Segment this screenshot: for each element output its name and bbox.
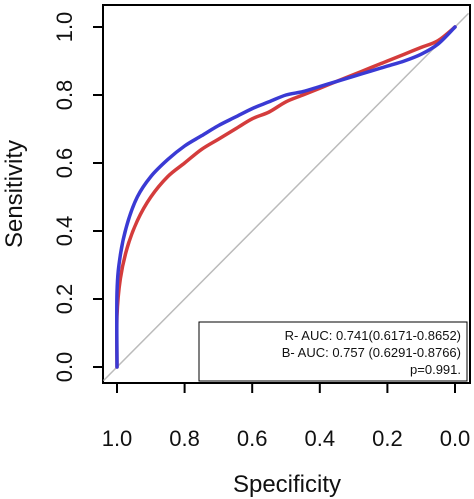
legend: R- AUC: 0.741(0.6171-0.8652) B- AUC: 0.7…: [198, 321, 468, 382]
plot-frame: [102, 4, 471, 384]
y-tick-label: 0.8: [52, 80, 77, 111]
x-tick-label: 0.4: [305, 426, 336, 451]
y-axis: 0.0 0.2 0.4 0.6 0.8 1.0: [52, 12, 103, 383]
x-tick-label: 1.0: [102, 426, 133, 451]
x-tick-label: 0.8: [169, 426, 200, 451]
x-tick-label: 0.0: [440, 426, 471, 451]
series-line-r: [115, 25, 457, 369]
legend-p-value: p=0.991.: [410, 362, 461, 377]
legend-entry-r: R- AUC: 0.741(0.6171-0.8652): [285, 328, 461, 343]
series-line-b: [114, 25, 457, 369]
y-tick-label: 0.2: [52, 284, 77, 315]
x-tick-label: 0.6: [237, 426, 268, 451]
x-axis-label: Specificity: [233, 471, 341, 498]
y-tick-label: 1.0: [52, 12, 77, 43]
legend-entry-b: B- AUC: 0.757 (0.6291-0.8766): [282, 345, 461, 360]
y-tick-label: 0.4: [52, 216, 77, 247]
series-layer: [114, 25, 457, 369]
y-axis-label: Sensitivity: [1, 140, 28, 248]
y-tick-label: 0.0: [52, 352, 77, 383]
x-axis: 1.0 0.8 0.6 0.4 0.2 0.0: [102, 383, 471, 451]
reference-diagonal-line: [102, 12, 470, 382]
reference-line-layer: [102, 12, 470, 382]
x-tick-label: 0.2: [372, 426, 403, 451]
y-tick-label: 0.6: [52, 148, 77, 179]
legend-box: [198, 321, 468, 382]
